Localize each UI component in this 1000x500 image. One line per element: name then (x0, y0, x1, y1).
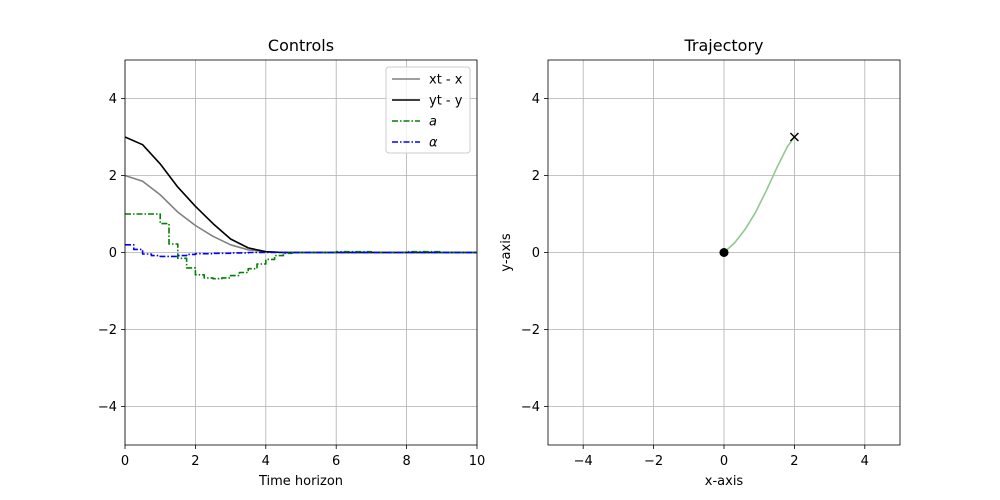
y-tick-label: 0 (532, 246, 540, 261)
start-marker (719, 248, 729, 257)
y-tick-label: 2 (532, 169, 540, 184)
chart-title: Controls (268, 36, 334, 55)
series-line-3 (125, 244, 477, 258)
x-tick-label: 2 (191, 454, 199, 469)
x-tick-label: −2 (644, 454, 663, 469)
legend-label: xt - x (429, 73, 463, 88)
series-line-2 (125, 213, 477, 280)
x-tick-label: 8 (402, 454, 410, 469)
x-tick-label: −4 (574, 454, 593, 469)
y-axis-label: y-axis (499, 233, 514, 271)
plot-area (125, 136, 477, 280)
legend-box (385, 66, 471, 154)
legend-label: a (429, 115, 437, 130)
x-tick-label: 4 (262, 454, 270, 469)
legend-label: yt - y (429, 94, 463, 109)
y-tick-label: 2 (109, 169, 117, 184)
y-tick-label: 4 (109, 92, 117, 107)
x-tick-label: 2 (790, 454, 798, 469)
x-tick-label: 0 (121, 454, 129, 469)
y-tick-label: −2 (98, 323, 117, 338)
x-tick-label: 0 (720, 454, 728, 469)
panel-trajectory: −4 −2 0 2 4 −4 −2 0 2 4 Trajectory x-axis y-axis (499, 36, 901, 489)
panel-controls: 0 2 4 6 8 10 −4 −2 0 2 4 Controls Time horizon xt - x… (98, 36, 485, 489)
series-line-0 (723, 136, 796, 254)
x-tick-label: 4 (861, 454, 869, 469)
plot-area (723, 136, 796, 254)
y-tick-label: −4 (98, 400, 117, 415)
x-axis-label: Time horizon (258, 474, 343, 489)
legend-label: α (429, 136, 438, 151)
x-axis-label: x-axis (705, 474, 744, 489)
x-tick-label: 10 (469, 454, 486, 469)
y-tick-label: 4 (532, 92, 540, 107)
y-tick-label: 0 (109, 246, 117, 261)
y-tick-label: −2 (521, 323, 540, 338)
end-marker (789, 132, 799, 142)
legend: xt - x yt - y aα (385, 66, 471, 154)
x-tick-label: 6 (332, 454, 340, 469)
y-tick-label: −4 (521, 400, 540, 415)
series-line-1 (125, 136, 477, 254)
chart-title: Trajectory (684, 36, 764, 55)
